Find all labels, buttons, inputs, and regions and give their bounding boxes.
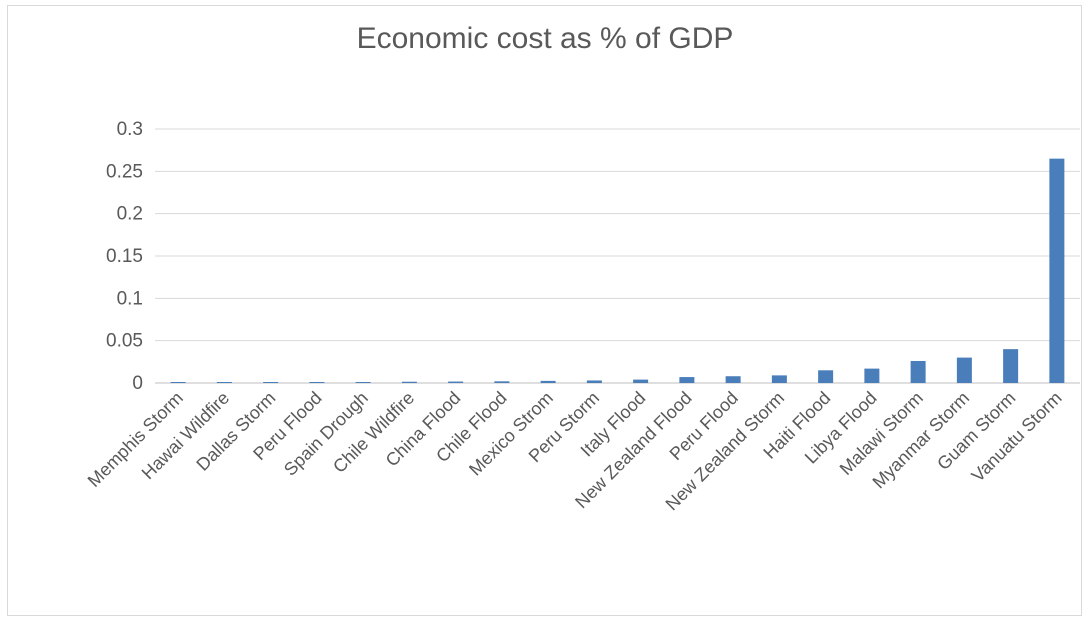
chart-frame [7, 5, 1082, 616]
chart-title: Economic cost as % of GDP [356, 22, 734, 55]
y-tick-label: 0.3 [117, 119, 143, 140]
y-tick-label: 0 [132, 373, 143, 394]
bar [216, 382, 232, 383]
bar [1049, 158, 1065, 383]
bar [401, 381, 417, 383]
bar [494, 381, 510, 383]
bar [956, 357, 972, 383]
bar [355, 382, 371, 383]
bar [771, 375, 787, 383]
y-tick-label: 0.05 [106, 331, 143, 352]
bar [818, 370, 834, 383]
bar [170, 382, 186, 383]
y-tick-label: 0.15 [106, 246, 143, 267]
bar [910, 360, 926, 383]
bar [633, 379, 649, 383]
bar [586, 380, 602, 383]
y-tick-label: 0.2 [117, 204, 143, 225]
bar [448, 381, 464, 383]
bar [864, 368, 880, 383]
bar [725, 376, 741, 383]
y-tick-label: 0.25 [106, 161, 143, 182]
y-tick-label: 0.1 [117, 288, 143, 309]
bar [1003, 349, 1019, 383]
bar [679, 377, 695, 383]
bar [263, 382, 279, 383]
bar [309, 382, 325, 383]
bar [540, 380, 556, 383]
